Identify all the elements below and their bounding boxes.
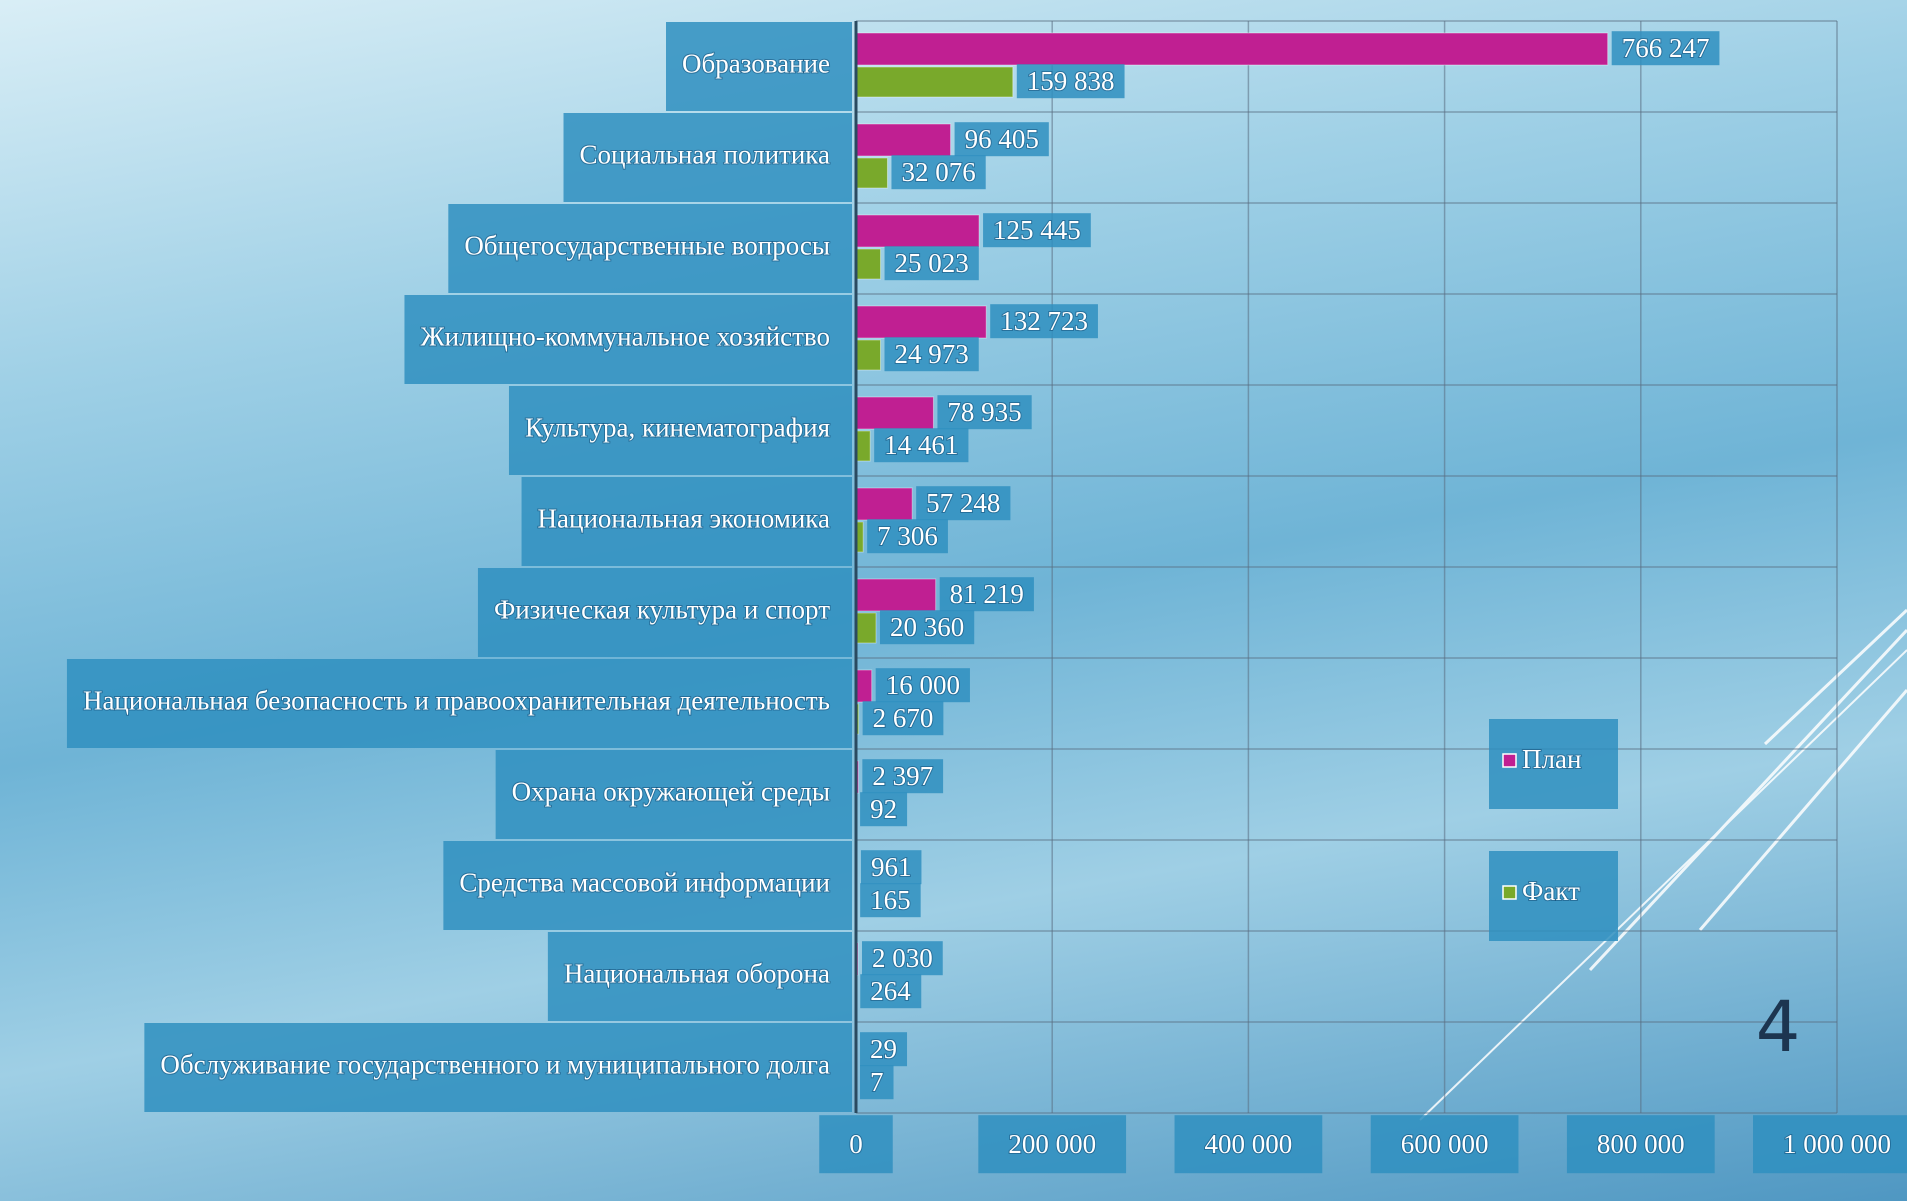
value-label: 264 xyxy=(870,976,911,1006)
value-label: 78 935 xyxy=(947,397,1021,427)
category-label: Средства массовой информации xyxy=(459,868,830,898)
value-label: 766 247 xyxy=(1622,33,1710,63)
x-tick-label: 0 xyxy=(849,1129,863,1159)
bar xyxy=(856,67,1013,97)
bar xyxy=(856,249,881,279)
value-label: 2 030 xyxy=(872,943,933,973)
category-label: Обслуживание государственного и муниципа… xyxy=(160,1050,830,1080)
category-label: Национальная экономика xyxy=(538,504,830,534)
value-label: 7 306 xyxy=(877,521,938,551)
legend-marker xyxy=(1503,754,1516,767)
category-label: Национальная оборона xyxy=(564,959,830,989)
value-label: 159 838 xyxy=(1027,66,1115,96)
legend-marker xyxy=(1503,886,1516,899)
value-label: 96 405 xyxy=(965,124,1039,154)
value-label: 32 076 xyxy=(901,157,975,187)
value-label: 125 445 xyxy=(993,215,1081,245)
legend-label: План xyxy=(1522,744,1581,774)
bar xyxy=(856,488,912,520)
bar xyxy=(856,33,1608,65)
value-label: 92 xyxy=(870,794,897,824)
bar xyxy=(856,579,936,611)
value-label: 29 xyxy=(870,1034,897,1064)
x-tick-label: 200 000 xyxy=(1008,1129,1096,1159)
category-label: Физическая культура и спорт xyxy=(494,595,830,625)
bar xyxy=(856,158,887,188)
bar xyxy=(856,306,986,338)
category-label: Охрана окружающей среды xyxy=(512,777,830,807)
plot-area: 0 200 000 400 000 600 000 800 000 1 000 000 Об… xyxy=(67,21,1907,1173)
value-label: 132 723 xyxy=(1000,306,1088,336)
value-label: 2 397 xyxy=(872,761,933,791)
value-label: 961 xyxy=(871,852,912,882)
bar xyxy=(856,397,933,429)
x-tick-label: 400 000 xyxy=(1205,1129,1293,1159)
bar xyxy=(856,613,876,643)
bar xyxy=(856,215,979,247)
bar xyxy=(856,124,951,156)
category-label: Социальная политика xyxy=(580,140,830,170)
category-label: Общегосударственные вопросы xyxy=(464,231,830,261)
value-label: 2 670 xyxy=(873,703,934,733)
value-label: 14 461 xyxy=(884,430,958,460)
x-tick-label: 800 000 xyxy=(1597,1129,1685,1159)
value-label: 25 023 xyxy=(895,248,969,278)
bar xyxy=(856,340,880,370)
value-label: 16 000 xyxy=(886,670,960,700)
x-tick-label: 1 000 000 xyxy=(1783,1129,1891,1159)
bar xyxy=(856,670,872,702)
value-label: 165 xyxy=(870,885,911,915)
value-label: 81 219 xyxy=(950,579,1024,609)
x-tick-label: 600 000 xyxy=(1401,1129,1489,1159)
category-label: Культура, кинематография xyxy=(525,413,830,443)
slide: 0 200 000 400 000 600 000 800 000 1 000 000 Об… xyxy=(0,0,1907,1201)
value-label: 57 248 xyxy=(926,488,1000,518)
bar xyxy=(856,431,870,461)
value-label: 20 360 xyxy=(890,612,964,642)
value-label: 7 xyxy=(870,1067,884,1097)
page-number: 4 xyxy=(1756,986,1801,1068)
category-label: Образование xyxy=(682,49,830,79)
legend-label: Факт xyxy=(1522,876,1580,906)
category-label: Жилищно-коммунальное хозяйство xyxy=(420,322,830,352)
value-label: 24 973 xyxy=(894,339,968,369)
category-label: Национальная безопасность и правоохранит… xyxy=(83,686,830,716)
